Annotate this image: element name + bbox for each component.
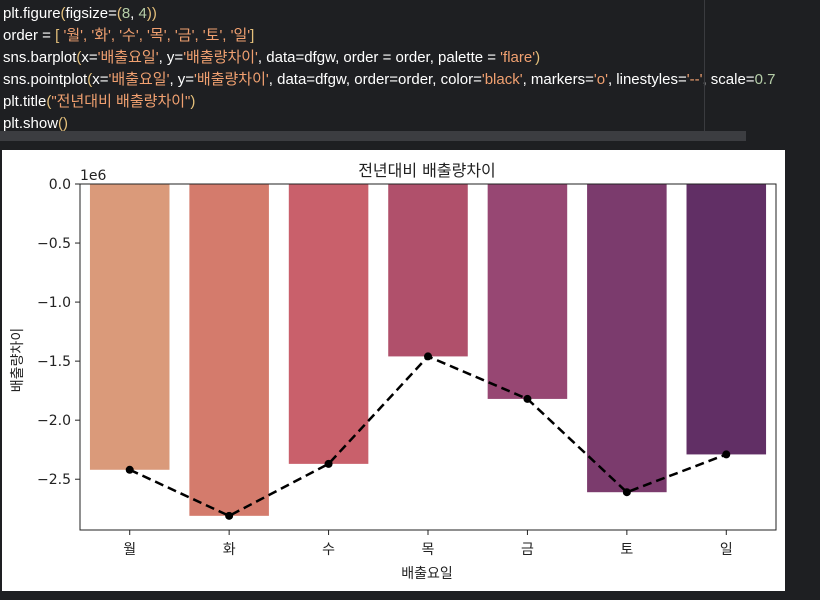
y-tick-label: 0.0 [49,177,71,193]
code-line: sns.pointplot(x='배출요일', y='배출량차이', data=… [3,69,775,91]
code-token: ( [87,71,93,88]
bar-2 [189,184,269,516]
code-token: )) [146,5,157,22]
code-token: 'flare' [500,49,536,66]
y-tick-label: −2.5 [37,472,71,488]
code-line: order = [ '월', '화', '수', '목', '금', '토', … [3,25,775,47]
code-token: x= [92,71,109,88]
code-token: sns.barplot [3,49,77,66]
y-axis-label: 배출량차이 [10,328,26,392]
bar-5 [487,184,568,399]
code-line: plt.title("전년대비 배출량차이") [3,91,775,113]
code-token: '배출요일' [108,71,170,88]
code-token: ) [535,49,541,66]
x-tick-label: 수 [322,542,335,558]
x-axis-label: 배출요일 [401,566,453,582]
horizontal-scrollbar[interactable] [0,131,746,141]
code-token: , data=dfgw, order=order, color= [268,71,482,88]
bar-3 [288,184,369,464]
code-token: plt.figure [3,5,61,22]
point-marker-7 [722,450,731,459]
code-token: ( [116,5,122,22]
bar-1 [89,184,170,470]
bar-chart: 0.0 −0.5 −1.0 −1.5 −2.0 −2.5 월 화 수 목 금 토 일 전년대비 배출량차… [10,161,777,582]
code-token: plt.show [3,115,59,132]
code-token: , data=dfgw, order = order, palette = [257,49,501,66]
code-token: sns.pointplot [3,71,88,88]
code-token: plt.title [3,93,47,110]
y-tick-label: −2.0 [37,413,71,429]
code-token: () [58,115,69,132]
y-tick-label: −1.5 [37,354,71,370]
code-token: '--' [686,71,703,88]
code-token: 0.7 [754,71,776,88]
code-token: 'o' [593,71,608,88]
code-cell[interactable]: plt.figure(figsize=(8, 4)) order = [ '월',… [0,0,820,143]
code-editor[interactable]: plt.figure(figsize=(8, 4)) order = [ '월',… [3,3,775,135]
bar-7 [686,184,767,455]
code-token: 4 [138,5,147,22]
ruler-line [704,0,705,140]
code-token: ) [190,93,196,110]
code-token: '배출량차이' [183,49,258,66]
point-marker-4 [424,352,432,361]
code-token: figsize= [65,5,117,22]
y-tick-label: −1.0 [37,295,71,311]
code-token: [ [55,27,60,44]
point-marker-5 [523,394,532,403]
x-tick-label: 월 [123,542,136,558]
code-token: , y= [169,71,195,88]
plot-output: 0.0 −0.5 −1.0 −1.5 −2.0 −2.5 월 화 수 목 금 토 일 전년대비 배출량차… [2,150,785,591]
point-marker-6 [622,488,631,497]
code-token: ( [46,93,52,110]
x-tick-label: 토 [620,542,633,558]
code-token: , y= [158,49,184,66]
code-token: ( [76,49,82,66]
x-tick-label: 목 [422,542,435,558]
code-token: , linestyles= [607,71,687,88]
axis-offset-label: 1e6 [80,168,107,184]
code-token: , markers= [522,71,594,88]
x-tick-label: 일 [720,542,733,558]
code-token: '배출요일' [97,49,159,66]
code-token: , scale= [702,71,755,88]
bar-4 [388,184,468,357]
y-tick-label: −0.5 [37,236,71,252]
point-marker-2 [225,511,234,520]
code-token: '월', '화', '수', '목', '금', '토', '일' [59,27,251,44]
x-tick-label: 화 [223,542,236,558]
point-marker-1 [125,465,134,474]
code-token: "전년대비 배출량차이" [51,93,191,110]
code-token: ( [60,5,66,22]
x-tick-label: 금 [521,542,534,558]
point-marker-3 [324,459,333,468]
code-line: plt.figure(figsize=(8, 4)) [3,3,775,25]
code-token: 'black' [481,71,523,88]
code-token: '배출량차이' [194,71,269,88]
code-token: x= [81,49,98,66]
bar-6 [587,184,667,493]
code-token: , [130,5,139,22]
chart-title: 전년대비 배출량차이 [358,161,496,180]
code-token: ] [250,27,255,44]
code-line: plt.show() [3,113,775,135]
code-token: order = [3,27,56,44]
code-line: sns.barplot(x='배출요일', y='배출량차이', data=df… [3,47,775,69]
code-token: 8 [121,5,131,22]
